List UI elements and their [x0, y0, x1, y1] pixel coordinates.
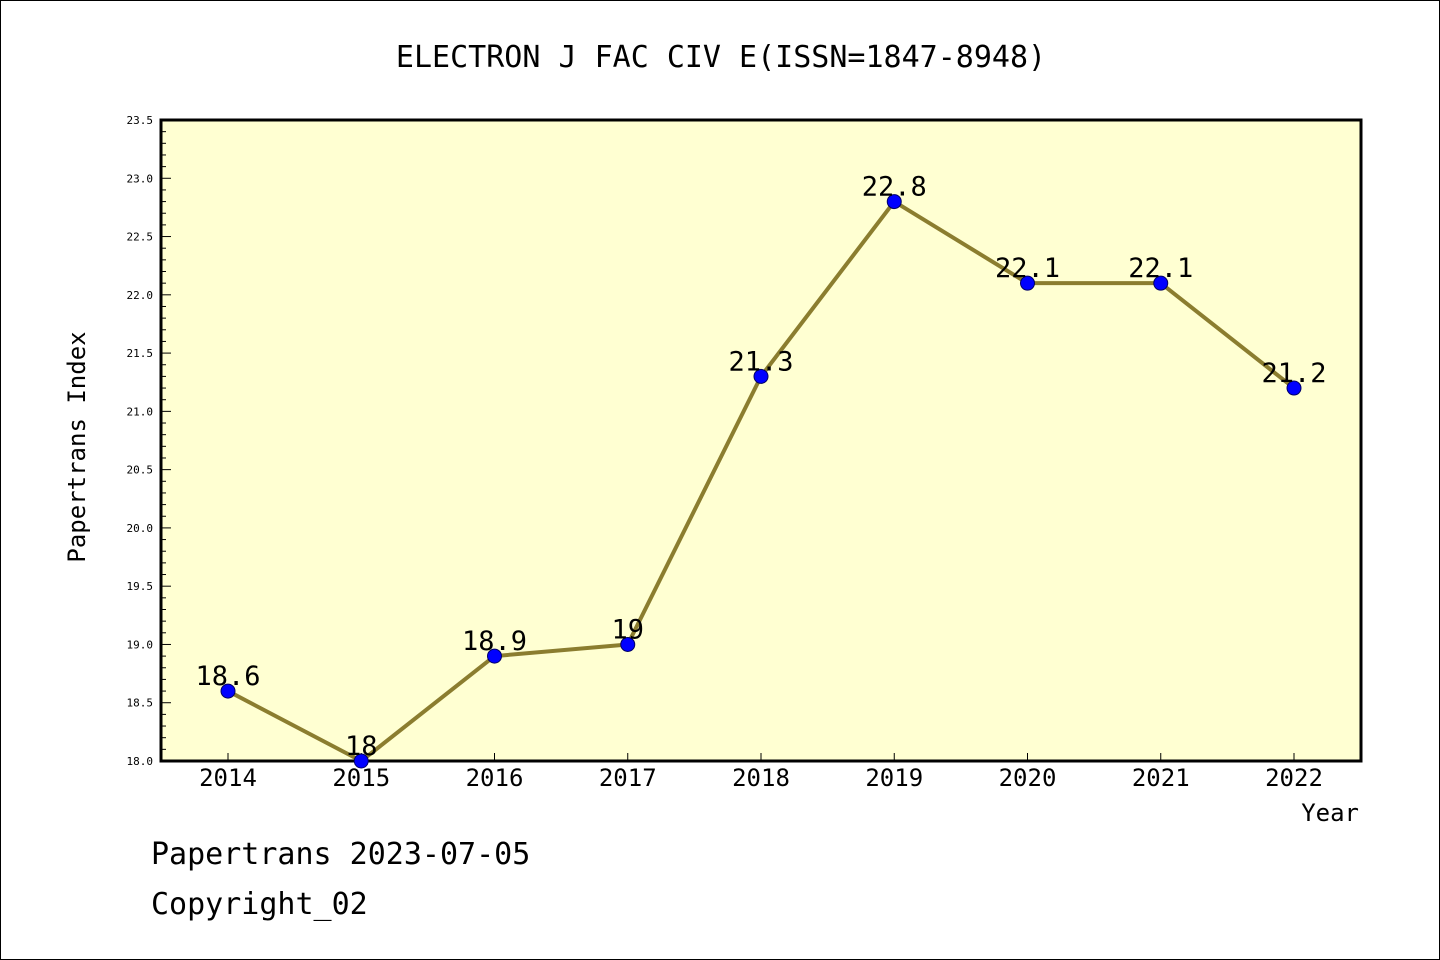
x-tick-label: 2018	[732, 764, 790, 792]
data-point	[753, 368, 769, 384]
data-label: 19	[611, 614, 644, 645]
y-tick-label: 21.5	[127, 347, 154, 360]
y-tick-label: 18.0	[127, 755, 154, 768]
y-axis-ticks: 18.0 18.5 19.0 19.5 20.0 20.5 21.0 21.5 22.0 22.5…	[127, 114, 171, 768]
x-tick-label: 2020	[999, 764, 1057, 792]
data-point	[220, 683, 236, 699]
data-label: 18.6	[195, 661, 260, 692]
data-label: 22.1	[995, 253, 1060, 284]
x-axis-ticks: 2014 2015 2016 2017 2018 2019 2020 2021 2022	[199, 753, 1323, 792]
data-label: 18.9	[462, 626, 527, 657]
y-axis-title: Papertrans Index	[63, 331, 91, 562]
data-point	[487, 648, 502, 664]
data-label: 18	[345, 731, 378, 762]
data-label: 21.3	[728, 346, 793, 377]
y-tick-label: 19.0	[127, 638, 154, 651]
footer-copyright-line: Copyright_02	[151, 887, 368, 922]
data-point	[1020, 275, 1035, 291]
y-tick-label: 21.0	[127, 405, 154, 418]
y-tick-label: 20.0	[127, 522, 154, 535]
data-label: 22.1	[1128, 253, 1193, 284]
x-tick-label: 2014	[199, 764, 257, 792]
data-points	[220, 194, 1302, 769]
y-tick-label: 18.5	[127, 697, 154, 710]
data-point	[1153, 275, 1169, 291]
y-tick-label: 22.0	[127, 289, 154, 302]
x-tick-label: 2016	[466, 764, 524, 792]
y-tick-label: 19.5	[127, 580, 154, 593]
x-tick-label: 2021	[1132, 764, 1190, 792]
data-point	[353, 753, 369, 769]
data-point	[886, 194, 902, 210]
footer-date-line: Papertrans 2023-07-05	[151, 837, 530, 872]
y-tick-label: 23.5	[127, 114, 154, 127]
plot-area	[159, 118, 1363, 763]
data-label: 21.2	[1261, 358, 1326, 389]
data-label: 22.8	[862, 172, 927, 203]
x-tick-label: 2017	[599, 764, 657, 792]
x-tick-label: 2022	[1265, 764, 1323, 792]
x-axis-title: Year	[1301, 799, 1359, 827]
chart-title: ELECTRON J FAC CIV E(ISSN=1847-8948)	[396, 40, 1046, 75]
y-tick-label: 20.5	[127, 464, 154, 477]
data-labels: 18.6 18 18.9 19 21.3 22.8 22.1 22.1 21.2	[195, 172, 1326, 762]
data-point	[1286, 380, 1302, 396]
data-point	[620, 636, 636, 652]
y-tick-label: 22.5	[127, 231, 154, 244]
x-tick-label: 2015	[332, 764, 390, 792]
x-tick-label: 2019	[865, 764, 923, 792]
y-tick-label: 23.0	[127, 172, 154, 185]
